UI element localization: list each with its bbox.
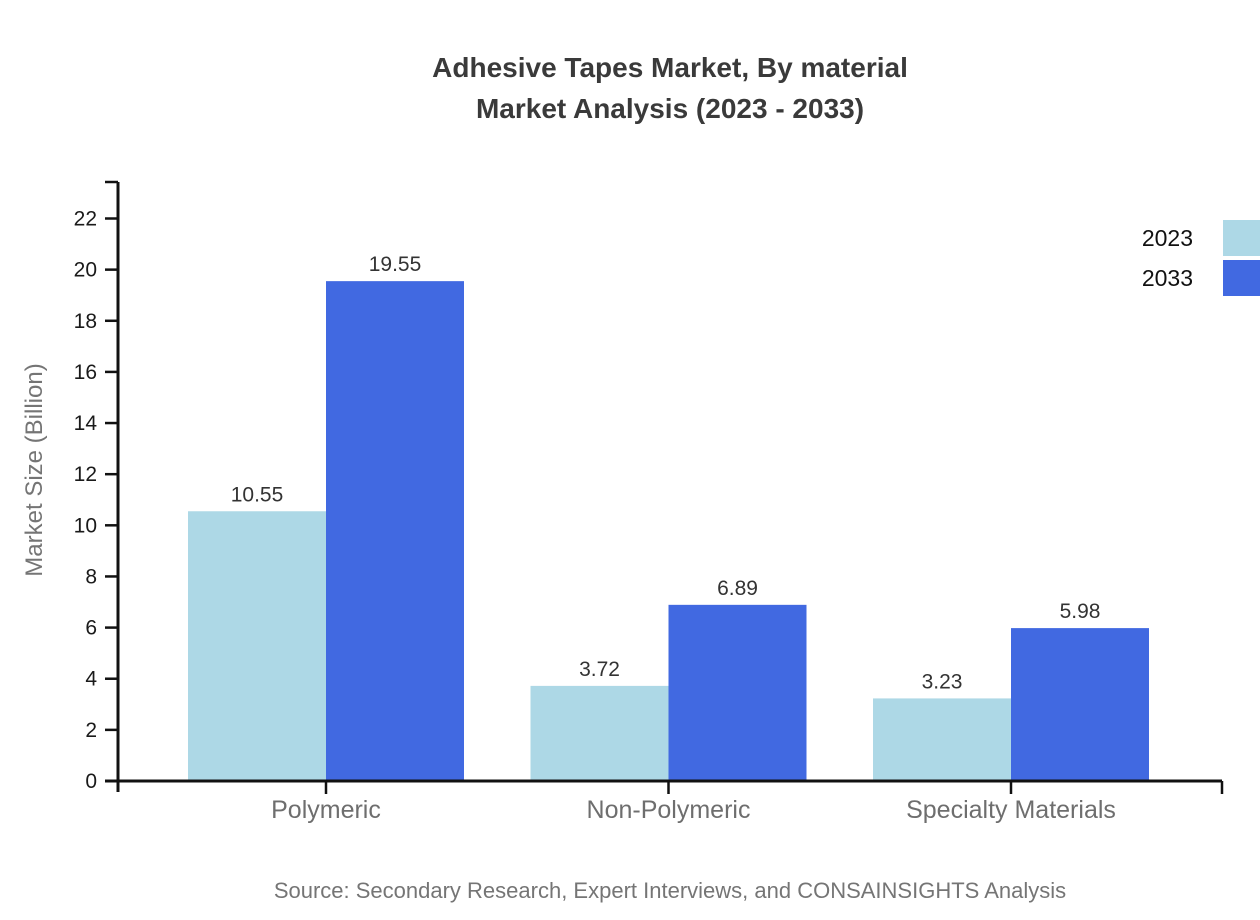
bar-2023-polymeric [188,511,326,781]
source-note: Source: Secondary Research, Expert Inter… [273,878,1067,903]
chart-title-line-2: Market Analysis (2023 - 2033) [475,93,865,124]
legend-swatch-2023 [1223,220,1260,256]
chart-title-line-1: Adhesive Tapes Market, By material [432,52,908,83]
value-label-2023-non-polymeric: 3.72 [579,658,620,681]
value-label-2033-specialty-materials: 5.98 [1060,600,1101,623]
category-label-specialty-materials: Specialty Materials [906,796,1116,824]
value-label-2023-polymeric: 10.55 [231,483,284,506]
category-label-polymeric: Polymeric [271,796,381,824]
y-tick-label-12: 12 [74,463,97,486]
bar-2023-non-polymeric [530,685,669,781]
y-tick-label-22: 22 [74,208,97,231]
y-tick-label-8: 8 [85,565,97,588]
y-tick-label-6: 6 [85,617,97,640]
y-tick-label-16: 16 [74,361,97,384]
y-tick-label-18: 18 [74,310,97,333]
value-label-2033-non-polymeric: 6.89 [717,577,758,600]
legend-label-2023: 2023 [1142,225,1193,251]
y-tick-label-4: 4 [85,668,97,691]
y-tick-label-10: 10 [74,514,97,537]
value-label-2033-polymeric: 19.55 [369,253,422,276]
category-label-non-polymeric: Non-Polymeric [587,796,751,824]
y-tick-label-2: 2 [85,719,97,742]
bar-2023-specialty-materials [873,698,1011,781]
bar-2033-non-polymeric [668,604,807,781]
y-tick-label-0: 0 [85,770,97,793]
legend-swatch-2033 [1223,260,1260,296]
bar-2033-polymeric [326,281,464,781]
value-label-2023-specialty-materials: 3.23 [922,670,963,693]
legend-label-2033: 2033 [1142,265,1193,291]
y-tick-label-14: 14 [74,412,98,435]
y-tick-label-20: 20 [74,259,97,282]
bar-2033-specialty-materials [1011,628,1149,781]
chart-title: Adhesive Tapes Market, By material Marke… [80,47,1260,129]
